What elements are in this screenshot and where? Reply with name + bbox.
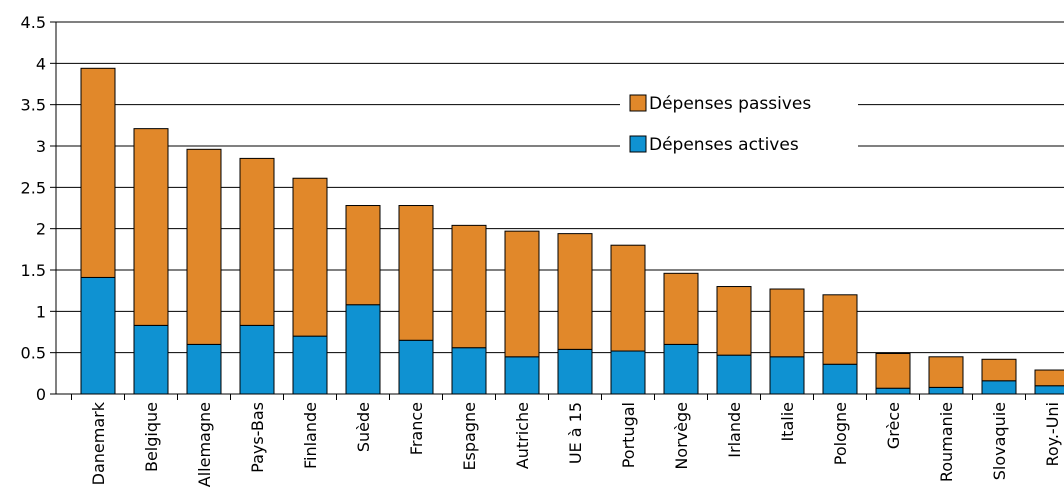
- bar-actives: [239, 324, 275, 395]
- y-tick-label: 4: [36, 54, 46, 73]
- bar-passives: [875, 352, 911, 389]
- y-tick-label: 1: [36, 302, 46, 321]
- legend: Dépenses passives Dépenses actives: [620, 85, 858, 159]
- bar-actives: [398, 339, 434, 395]
- bar-actives: [716, 354, 752, 395]
- bar-passives: [80, 67, 116, 278]
- x-tick-label: Suède: [354, 402, 373, 452]
- y-tick-label: 3: [36, 137, 46, 156]
- bar-passives: [716, 286, 752, 356]
- bar-actives: [451, 347, 487, 395]
- bar-passives: [928, 356, 964, 388]
- bar-actives: [981, 380, 1017, 395]
- x-tick-label: Portugal: [619, 402, 638, 468]
- legend-swatch-active: [629, 135, 647, 153]
- bar-actives: [769, 356, 805, 395]
- bar-passives: [769, 288, 805, 358]
- bar-actives: [504, 356, 540, 395]
- legend-label-passive: Dépenses passives: [649, 94, 811, 114]
- x-tick-label: Autriche: [513, 402, 532, 469]
- legend-swatch-passive: [629, 94, 647, 112]
- x-tick-label: Danemark: [89, 401, 108, 485]
- bar-actives: [80, 276, 116, 395]
- bar-passives: [239, 157, 275, 326]
- y-tick-label: 0.5: [21, 344, 46, 363]
- y-tick-label: 4.5: [21, 13, 46, 32]
- bar-passives: [557, 233, 593, 350]
- bar-actives: [928, 386, 964, 395]
- x-tick-label: Roy.-Uni: [1043, 402, 1062, 467]
- y-tick-label: 3.5: [21, 96, 46, 115]
- bars-group: [80, 67, 1064, 395]
- bar-passives: [133, 128, 169, 326]
- bar-actives: [1034, 385, 1064, 395]
- bar-passives: [1034, 369, 1064, 387]
- bar-actives: [822, 363, 858, 395]
- bar-actives: [133, 324, 169, 395]
- y-tick-label: 0: [36, 385, 46, 404]
- bar-passives: [504, 230, 540, 358]
- bar-actives: [875, 387, 911, 395]
- bar-passives: [663, 272, 699, 345]
- grid-lines: [56, 21, 1064, 354]
- y-tick-label: 2: [36, 220, 46, 239]
- y-tick-labels: 0 0.5 1 1.5 2 2.5 3 3.5 4 4.5: [21, 13, 56, 404]
- legend-box: [620, 85, 858, 159]
- x-tick-labels: Danemark Belgique Allemagne Pays-Bas Finland…: [71, 394, 1062, 487]
- x-tick-label: Allemagne: [195, 402, 214, 487]
- bar-actives: [186, 343, 222, 395]
- bar-actives: [292, 335, 328, 395]
- x-tick-label: Norvège: [672, 402, 691, 470]
- bar-actives: [663, 343, 699, 395]
- y-tick-label: 1.5: [21, 261, 46, 280]
- x-tick-label: Pays-Bas: [248, 402, 267, 473]
- x-tick-label: Pologne: [831, 402, 850, 465]
- y-tick-label: 2.5: [21, 178, 46, 197]
- bar-actives: [557, 348, 593, 395]
- axes-group: [55, 22, 1064, 395]
- x-tick-label: Grèce: [884, 402, 903, 449]
- x-tick-label: Finlande: [301, 402, 320, 469]
- x-tick-label: Belgique: [142, 402, 161, 472]
- x-tick-label: France: [407, 402, 426, 455]
- bar-passives: [398, 205, 434, 341]
- bar-passives: [292, 177, 328, 337]
- x-tick-label: Italie: [778, 402, 797, 442]
- x-tick-label: Roumanie: [937, 402, 956, 482]
- bar-actives: [345, 304, 381, 395]
- bar-passives: [345, 205, 381, 306]
- x-tick-label: Espagne: [460, 402, 479, 471]
- bar-passives: [981, 358, 1017, 382]
- x-tick-label: Slovaquie: [990, 402, 1009, 480]
- bar-passives: [186, 148, 222, 345]
- bar-actives: [610, 350, 646, 395]
- legend-label-active: Dépenses actives: [649, 135, 799, 155]
- bar-passives: [610, 244, 646, 352]
- x-tick-label: UE à 15: [566, 402, 585, 464]
- bar-passives: [822, 294, 858, 365]
- x-tick-label: Irlande: [725, 402, 744, 458]
- bar-passives: [451, 224, 487, 349]
